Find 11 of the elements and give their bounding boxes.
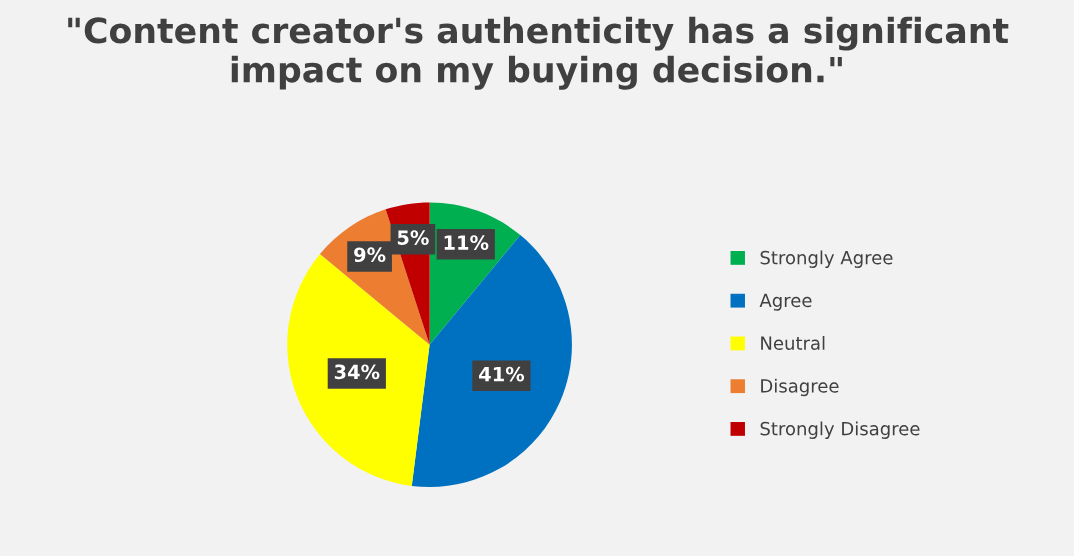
legend-label: Disagree bbox=[761, 378, 839, 397]
data-label: 34% bbox=[334, 364, 380, 380]
data-label: 41% bbox=[479, 366, 525, 382]
legend-label: Strongly Disagree bbox=[760, 421, 920, 439]
data-label: 11% bbox=[444, 235, 489, 250]
legend-label: Strongly Agree bbox=[760, 250, 893, 268]
legend-label: Neutral bbox=[761, 335, 825, 350]
chart-title: "Content creator's authenticity has a significant impact on my buying decision." bbox=[68, 16, 1009, 90]
data-label: 9% bbox=[354, 247, 386, 263]
legend-label: Agree bbox=[759, 293, 812, 311]
data-label: 5% bbox=[397, 230, 429, 245]
